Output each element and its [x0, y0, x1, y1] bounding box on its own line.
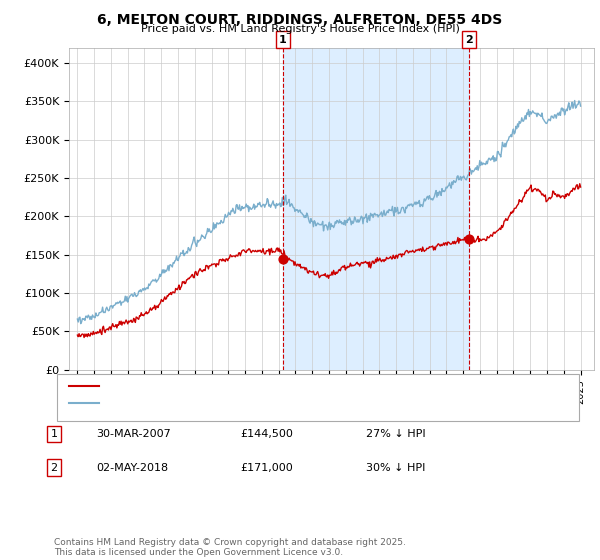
Point — [278, 254, 287, 263]
Text: 6, MELTON COURT, RIDDINGS, ALFRETON, DE55 4DS (detached house): 6, MELTON COURT, RIDDINGS, ALFRETON, DE5… — [105, 381, 451, 391]
Text: Price paid vs. HM Land Registry's House Price Index (HPI): Price paid vs. HM Land Registry's House … — [140, 24, 460, 34]
Text: £144,500: £144,500 — [240, 429, 293, 439]
Text: £171,000: £171,000 — [240, 463, 293, 473]
Text: HPI: Average price, detached house, Amber Valley: HPI: Average price, detached house, Ambe… — [105, 398, 350, 408]
Text: 1: 1 — [279, 35, 287, 45]
Text: 2: 2 — [50, 463, 58, 473]
Text: 02-MAY-2018: 02-MAY-2018 — [96, 463, 168, 473]
Text: 30% ↓ HPI: 30% ↓ HPI — [366, 463, 425, 473]
Point — [464, 234, 474, 243]
Text: 30-MAR-2007: 30-MAR-2007 — [96, 429, 171, 439]
Text: 27% ↓ HPI: 27% ↓ HPI — [366, 429, 425, 439]
Bar — [283, 48, 469, 370]
Text: 6, MELTON COURT, RIDDINGS, ALFRETON, DE55 4DS: 6, MELTON COURT, RIDDINGS, ALFRETON, DE5… — [97, 13, 503, 27]
Text: 2: 2 — [465, 35, 473, 45]
Text: Contains HM Land Registry data © Crown copyright and database right 2025.
This d: Contains HM Land Registry data © Crown c… — [54, 538, 406, 557]
Text: 1: 1 — [50, 429, 58, 439]
